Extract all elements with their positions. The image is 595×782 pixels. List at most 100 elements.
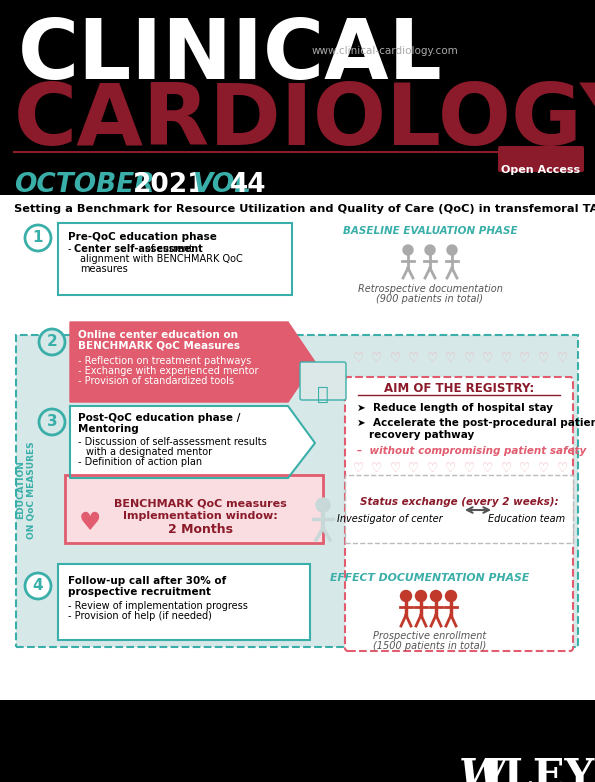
Text: W: W xyxy=(459,756,506,782)
Text: Pre-QoC education phase: Pre-QoC education phase xyxy=(68,232,217,242)
Text: OCTOBER: OCTOBER xyxy=(14,172,155,198)
Text: ♡: ♡ xyxy=(427,462,438,475)
Text: ⬛: ⬛ xyxy=(317,385,329,404)
Text: ♡: ♡ xyxy=(519,352,531,365)
Text: 1: 1 xyxy=(33,231,43,246)
Text: 3: 3 xyxy=(46,414,57,429)
Text: Post-QoC education phase /: Post-QoC education phase / xyxy=(78,413,240,423)
Text: ♡: ♡ xyxy=(482,352,493,365)
Text: -: - xyxy=(68,244,74,254)
Text: - Provision of help (if needed): - Provision of help (if needed) xyxy=(68,611,212,621)
FancyBboxPatch shape xyxy=(498,146,584,172)
Text: www.clinical-cardiology.com: www.clinical-cardiology.com xyxy=(312,46,459,56)
Text: ♡: ♡ xyxy=(464,352,475,365)
Text: CLINICAL: CLINICAL xyxy=(18,15,443,96)
Text: - Exchange with experienced mentor: - Exchange with experienced mentor xyxy=(78,366,258,376)
Text: ♡: ♡ xyxy=(445,352,456,365)
Polygon shape xyxy=(70,322,315,402)
Text: Education team: Education team xyxy=(488,514,566,524)
FancyBboxPatch shape xyxy=(345,377,573,651)
FancyBboxPatch shape xyxy=(300,362,346,400)
Text: - Review of implementation progress: - Review of implementation progress xyxy=(68,601,248,611)
Text: 4: 4 xyxy=(33,579,43,594)
Text: ♡: ♡ xyxy=(408,462,419,475)
Text: - Reflection on treatment pathways: - Reflection on treatment pathways xyxy=(78,356,251,366)
Text: EDUCATION
ON QoC MEASURES: EDUCATION ON QoC MEASURES xyxy=(16,441,36,539)
Text: CARDIOLOGY: CARDIOLOGY xyxy=(14,80,595,163)
Circle shape xyxy=(25,573,51,599)
Text: Open Access: Open Access xyxy=(502,165,581,175)
Text: BENCHMARK QoC Measures: BENCHMARK QoC Measures xyxy=(78,341,240,351)
Text: ♡: ♡ xyxy=(519,462,531,475)
Circle shape xyxy=(415,590,427,601)
Text: 44: 44 xyxy=(230,172,267,198)
Text: alignment with BENCHMARK QoC: alignment with BENCHMARK QoC xyxy=(80,254,243,264)
Text: Setting a Benchmark for Resource Utilization and Quality of Care (QoC) in transf: Setting a Benchmark for Resource Utiliza… xyxy=(14,204,595,214)
Text: AIM OF THE REGISTRY:: AIM OF THE REGISTRY: xyxy=(384,382,534,395)
Text: recovery pathway: recovery pathway xyxy=(369,430,474,440)
Text: - Definition of action plan: - Definition of action plan xyxy=(78,457,202,467)
Text: - Provision of standardized tools: - Provision of standardized tools xyxy=(78,376,234,386)
Circle shape xyxy=(400,590,412,601)
Text: ♡: ♡ xyxy=(390,462,400,475)
Text: BENCHMARK QoC measures: BENCHMARK QoC measures xyxy=(114,499,286,509)
Text: ♡: ♡ xyxy=(352,352,364,365)
FancyBboxPatch shape xyxy=(16,335,578,647)
Text: Mentoring: Mentoring xyxy=(78,424,139,434)
FancyBboxPatch shape xyxy=(345,475,573,543)
Text: of current: of current xyxy=(142,244,193,254)
FancyBboxPatch shape xyxy=(58,564,310,640)
Text: ➤  Accelerate the post-procedural patient: ➤ Accelerate the post-procedural patient xyxy=(357,418,595,428)
FancyBboxPatch shape xyxy=(65,475,323,543)
Circle shape xyxy=(446,590,456,601)
Text: 2: 2 xyxy=(46,335,57,350)
Text: ♡: ♡ xyxy=(371,352,382,365)
Text: ♡: ♡ xyxy=(408,352,419,365)
Text: EFFECT DOCUMENTATION PHASE: EFFECT DOCUMENTATION PHASE xyxy=(330,573,530,583)
Text: ♡: ♡ xyxy=(501,352,512,365)
Text: ♡: ♡ xyxy=(371,462,382,475)
Polygon shape xyxy=(70,406,315,478)
Text: Prospective enrollment: Prospective enrollment xyxy=(374,631,487,641)
Text: ♡: ♡ xyxy=(464,462,475,475)
Text: ♡: ♡ xyxy=(556,352,568,365)
Text: (1500 patients in total): (1500 patients in total) xyxy=(374,641,487,651)
Text: 2 Months: 2 Months xyxy=(168,523,233,536)
Text: with a designated mentor: with a designated mentor xyxy=(86,447,212,457)
Text: Online center education on: Online center education on xyxy=(78,330,238,340)
Circle shape xyxy=(25,225,51,251)
Text: ♡: ♡ xyxy=(538,462,549,475)
Text: BASELINE EVALUATION PHASE: BASELINE EVALUATION PHASE xyxy=(343,226,517,236)
Circle shape xyxy=(403,245,413,255)
Text: ♡: ♡ xyxy=(390,352,400,365)
Text: measures: measures xyxy=(80,264,128,274)
Text: - Discussion of self-assessment results: - Discussion of self-assessment results xyxy=(78,437,267,447)
Text: (900 patients in total): (900 patients in total) xyxy=(377,294,484,304)
Text: ♡: ♡ xyxy=(427,352,438,365)
Text: Investigator of center: Investigator of center xyxy=(337,514,443,524)
Circle shape xyxy=(39,409,65,435)
FancyBboxPatch shape xyxy=(58,223,292,295)
Circle shape xyxy=(431,590,441,601)
Text: ♡: ♡ xyxy=(556,462,568,475)
Text: –  without compromising patient safety: – without compromising patient safety xyxy=(357,446,586,456)
Bar xyxy=(0,700,595,782)
Text: Center self-assessment: Center self-assessment xyxy=(74,244,203,254)
Circle shape xyxy=(39,329,65,355)
Text: ♡: ♡ xyxy=(445,462,456,475)
Text: ♥: ♥ xyxy=(79,511,101,535)
Text: Status exchange (every 2 weeks):: Status exchange (every 2 weeks): xyxy=(360,497,558,507)
Text: Implementation window:: Implementation window: xyxy=(123,511,277,521)
Text: ♡: ♡ xyxy=(538,352,549,365)
Text: prospective recruitment: prospective recruitment xyxy=(68,587,211,597)
Circle shape xyxy=(316,498,330,512)
Text: ➤  Reduce length of hospital stay: ➤ Reduce length of hospital stay xyxy=(357,403,553,413)
Circle shape xyxy=(447,245,457,255)
Text: ♡: ♡ xyxy=(482,462,493,475)
Text: 2021: 2021 xyxy=(133,172,206,198)
Text: ♡: ♡ xyxy=(352,462,364,475)
Bar xyxy=(0,195,595,700)
Circle shape xyxy=(425,245,435,255)
Text: ILEY: ILEY xyxy=(484,756,594,782)
Text: ♡: ♡ xyxy=(501,462,512,475)
